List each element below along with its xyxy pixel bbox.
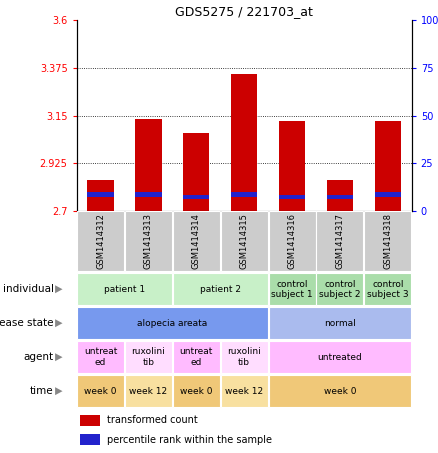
Text: week 0: week 0 xyxy=(324,387,356,395)
Bar xyxy=(135,119,162,211)
Text: normal: normal xyxy=(324,319,356,328)
Text: GSM1414317: GSM1414317 xyxy=(336,213,344,269)
Text: disease state: disease state xyxy=(0,318,53,328)
Polygon shape xyxy=(55,285,63,293)
Text: week 12: week 12 xyxy=(225,387,263,395)
Polygon shape xyxy=(55,387,63,395)
Polygon shape xyxy=(55,353,63,361)
Text: control
subject 1: control subject 1 xyxy=(271,280,313,299)
FancyBboxPatch shape xyxy=(77,375,124,407)
FancyBboxPatch shape xyxy=(268,307,411,339)
Text: week 12: week 12 xyxy=(129,387,167,395)
Bar xyxy=(327,195,353,199)
Text: GSM1414316: GSM1414316 xyxy=(288,213,297,269)
Bar xyxy=(231,193,258,197)
Text: individual: individual xyxy=(3,284,53,294)
Text: control
subject 2: control subject 2 xyxy=(319,280,360,299)
Text: GSM1414314: GSM1414314 xyxy=(192,213,201,269)
Text: agent: agent xyxy=(24,352,53,362)
Text: GSM1414312: GSM1414312 xyxy=(96,213,105,269)
FancyBboxPatch shape xyxy=(268,375,411,407)
Bar xyxy=(135,193,162,197)
Text: untreat
ed: untreat ed xyxy=(180,347,213,367)
Text: percentile rank within the sample: percentile rank within the sample xyxy=(107,434,272,444)
FancyBboxPatch shape xyxy=(317,273,364,305)
FancyBboxPatch shape xyxy=(173,211,220,271)
FancyBboxPatch shape xyxy=(268,273,315,305)
FancyBboxPatch shape xyxy=(77,211,124,271)
Bar xyxy=(327,180,353,211)
Text: GSM1414313: GSM1414313 xyxy=(144,213,153,269)
Bar xyxy=(279,121,305,211)
Text: week 0: week 0 xyxy=(85,387,117,395)
Bar xyxy=(183,134,209,211)
Text: GSM1414318: GSM1414318 xyxy=(383,213,392,269)
FancyBboxPatch shape xyxy=(173,273,268,305)
FancyBboxPatch shape xyxy=(221,375,268,407)
Bar xyxy=(80,434,100,445)
Text: patient 2: patient 2 xyxy=(200,285,241,294)
Bar xyxy=(374,121,401,211)
Bar xyxy=(279,195,305,199)
FancyBboxPatch shape xyxy=(77,273,172,305)
FancyBboxPatch shape xyxy=(268,341,411,373)
FancyBboxPatch shape xyxy=(221,341,268,373)
FancyBboxPatch shape xyxy=(268,211,315,271)
Text: control
subject 3: control subject 3 xyxy=(367,280,409,299)
Text: time: time xyxy=(30,386,53,396)
FancyBboxPatch shape xyxy=(173,375,220,407)
Text: untreated: untreated xyxy=(318,353,362,361)
FancyBboxPatch shape xyxy=(364,211,411,271)
Text: week 0: week 0 xyxy=(180,387,212,395)
FancyBboxPatch shape xyxy=(125,375,172,407)
Text: GSM1414315: GSM1414315 xyxy=(240,213,249,269)
FancyBboxPatch shape xyxy=(317,211,364,271)
Bar xyxy=(231,74,258,211)
FancyBboxPatch shape xyxy=(125,211,172,271)
Bar xyxy=(374,193,401,197)
Polygon shape xyxy=(55,319,63,327)
FancyBboxPatch shape xyxy=(77,341,124,373)
Text: patient 1: patient 1 xyxy=(104,285,145,294)
FancyBboxPatch shape xyxy=(77,307,268,339)
Text: alopecia areata: alopecia areata xyxy=(137,319,208,328)
Text: transformed count: transformed count xyxy=(107,415,198,425)
Text: ruxolini
tib: ruxolini tib xyxy=(227,347,261,367)
FancyBboxPatch shape xyxy=(364,273,411,305)
Title: GDS5275 / 221703_at: GDS5275 / 221703_at xyxy=(175,5,313,18)
FancyBboxPatch shape xyxy=(173,341,220,373)
Text: untreat
ed: untreat ed xyxy=(84,347,117,367)
Bar xyxy=(80,414,100,426)
Bar xyxy=(88,193,114,197)
FancyBboxPatch shape xyxy=(221,211,268,271)
Bar xyxy=(88,180,114,211)
Bar xyxy=(183,195,209,199)
FancyBboxPatch shape xyxy=(125,341,172,373)
Text: ruxolini
tib: ruxolini tib xyxy=(131,347,165,367)
